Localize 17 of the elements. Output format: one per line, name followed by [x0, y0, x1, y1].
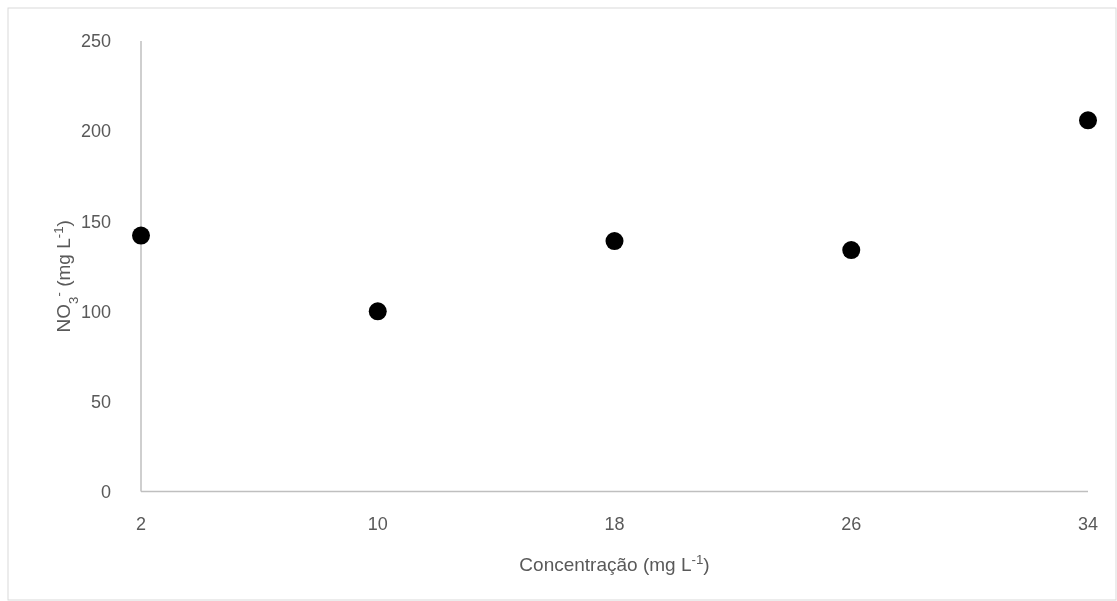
y-tick-label: 200	[80, 121, 111, 142]
x-tick-label: 10	[367, 513, 388, 534]
point	[368, 302, 387, 321]
y-tick-label: 250	[80, 31, 111, 52]
y-tick-label: 150	[80, 211, 111, 232]
point	[842, 241, 861, 260]
x-tick-label: 18	[604, 513, 625, 534]
y-tick-label: 50	[90, 391, 111, 412]
point	[132, 226, 150, 245]
x-tick-label: 26	[841, 513, 862, 534]
point	[605, 232, 624, 251]
point	[1079, 111, 1097, 130]
x-tick-label: 2	[135, 513, 147, 534]
x-axis-title: Concentração (mg L$^{-1}$)	[519, 551, 710, 575]
y-tick-label: 0	[100, 481, 111, 502]
x-tick-label: 34	[1077, 513, 1099, 534]
y-tick-label: 100	[80, 301, 111, 322]
